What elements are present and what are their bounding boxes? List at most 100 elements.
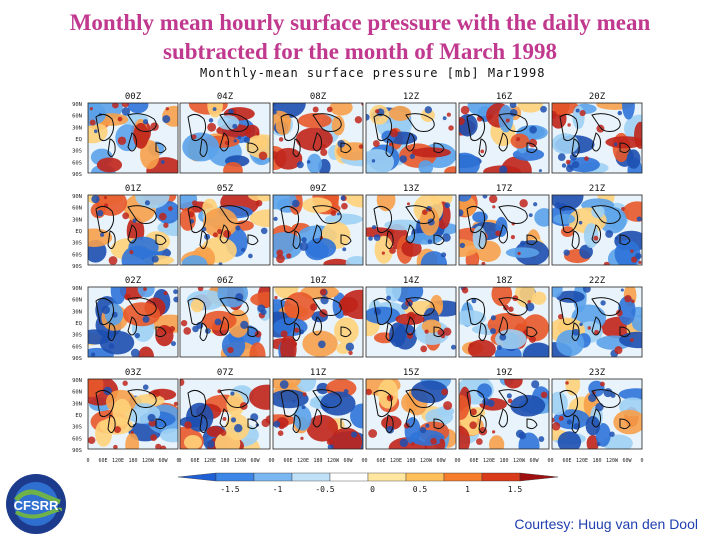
lon-label: 120W xyxy=(606,458,619,464)
panel-hour-label: 07Z xyxy=(217,368,234,378)
lon-label: 0 xyxy=(86,458,89,464)
lon-label: 120E xyxy=(297,458,309,464)
colorbar-segment xyxy=(329,472,369,482)
lat-label: 60S xyxy=(72,252,82,258)
lon-label: 0 xyxy=(361,458,364,464)
lon-label: 60E xyxy=(98,458,107,464)
panel-hour-label: 20Z xyxy=(589,92,606,102)
lat-label: 30S xyxy=(72,149,82,155)
panel-hour-label: 15Z xyxy=(403,368,420,378)
lat-label: 30S xyxy=(72,425,82,431)
figure-title: Monthly-mean surface pressure [mb] Mar19… xyxy=(200,66,546,80)
lat-label: EQ xyxy=(75,321,82,327)
lon-label: 60E xyxy=(469,458,478,464)
panel-hour-label: 10Z xyxy=(310,276,327,286)
colorbar-segment xyxy=(405,472,445,482)
map-panel: 10Z xyxy=(272,276,364,358)
lon-label: 180 xyxy=(313,458,322,464)
lat-label: 90S xyxy=(72,172,82,178)
lat-label: 30N xyxy=(72,125,82,131)
lon-label: 0 xyxy=(454,458,457,464)
lon-label: 60W xyxy=(343,458,353,464)
lat-label: 60S xyxy=(72,160,82,166)
lon-label: 60E xyxy=(562,458,571,464)
lon-label: 180 xyxy=(406,458,415,464)
lon-label: 120E xyxy=(390,458,402,464)
slide-title-line-1: Monthly mean hourly surface pressure wit… xyxy=(69,10,651,35)
map-panel: 19Z xyxy=(458,368,550,450)
slide-title-line-2: subtracted for the month of March 1998 xyxy=(163,39,557,64)
panel-hour-label: 21Z xyxy=(589,184,606,194)
lon-label: 0 xyxy=(176,458,179,464)
lon-label: 0 xyxy=(271,458,274,464)
map-panel: 11Z xyxy=(272,368,364,450)
panel-hour-label: 05Z xyxy=(217,184,234,194)
lat-label: 90N xyxy=(72,286,82,292)
panel-hour-label: 11Z xyxy=(310,368,327,378)
lon-label: 60W xyxy=(436,458,446,464)
lat-label: EQ xyxy=(75,229,82,235)
lat-label: EQ xyxy=(75,137,82,143)
lat-label: 60N xyxy=(72,390,82,396)
lon-label: 120E xyxy=(483,458,495,464)
panel-hour-label: 17Z xyxy=(496,184,513,194)
lon-label: 180 xyxy=(592,458,601,464)
slide-title: Monthly mean hourly surface pressure wit… xyxy=(0,8,720,66)
colorbar-tick-label: 1 xyxy=(465,485,470,494)
map-panel: 09Z xyxy=(272,184,364,266)
panel-hour-label: 12Z xyxy=(403,92,420,102)
panel-hour-label: 23Z xyxy=(589,368,606,378)
map-panel: 17Z xyxy=(458,184,550,266)
colorbar-tick-label: -0.5 xyxy=(315,485,334,494)
map-panel: 02Z xyxy=(87,276,179,358)
map-panel: 12Z xyxy=(365,92,457,174)
lon-label: 60W xyxy=(250,458,260,464)
map-panel: 04Z xyxy=(179,92,271,174)
lat-label: 30N xyxy=(72,309,82,315)
lon-label: 120E xyxy=(576,458,588,464)
colorbar-segment xyxy=(519,472,559,482)
colorbar-segment xyxy=(443,472,483,482)
lon-label: 60W xyxy=(622,458,632,464)
panel-hour-label: 09Z xyxy=(310,184,327,194)
lat-label: 60N xyxy=(72,206,82,212)
lat-label: 60N xyxy=(72,298,82,304)
lon-label: 120E xyxy=(204,458,216,464)
map-panel: 00Z xyxy=(87,92,179,174)
colorbar-segment xyxy=(177,472,217,482)
lon-label: 0 xyxy=(640,458,643,464)
panel-hour-label: 13Z xyxy=(403,184,420,194)
panel-hour-label: 08Z xyxy=(310,92,327,102)
colorbar-tick-label: 0 xyxy=(370,485,375,494)
lon-label: 60W xyxy=(529,458,539,464)
colorbar-segment xyxy=(367,472,407,482)
lat-label: 30N xyxy=(72,401,82,407)
colorbar-segment xyxy=(253,472,293,482)
map-panel: 14Z xyxy=(365,276,457,358)
map-panel: 18Z xyxy=(458,276,550,358)
lon-label: 0 xyxy=(547,458,550,464)
panel-hour-label: 14Z xyxy=(403,276,420,286)
colorbar-tick-label: 0.5 xyxy=(413,485,428,494)
lon-label: 60W xyxy=(158,458,168,464)
lon-label: 0 xyxy=(457,458,460,464)
lat-label: 90S xyxy=(72,448,82,454)
map-panel: 21Z xyxy=(551,184,643,266)
courtesy-credit: Courtesy: Huug van den Dool xyxy=(514,516,698,532)
lon-label: 180 xyxy=(220,458,229,464)
map-panel: 03Z xyxy=(87,368,179,450)
lon-label: 0 xyxy=(550,458,553,464)
lat-label: 90N xyxy=(72,102,82,108)
map-panel: 16Z xyxy=(458,92,550,174)
panel-hour-label: 18Z xyxy=(496,276,513,286)
lat-label: 30S xyxy=(72,241,82,247)
lat-label: 60N xyxy=(72,114,82,120)
colorbar-tick-label: 1.5 xyxy=(508,485,523,494)
lon-label: 120W xyxy=(234,458,247,464)
lon-label: 60E xyxy=(190,458,199,464)
colorbar-segment xyxy=(481,472,521,482)
map-panel: 08Z xyxy=(272,92,364,174)
panel-hour-label: 03Z xyxy=(125,368,142,378)
lon-label: 0 xyxy=(268,458,271,464)
panel-hour-label: 00Z xyxy=(125,92,142,102)
